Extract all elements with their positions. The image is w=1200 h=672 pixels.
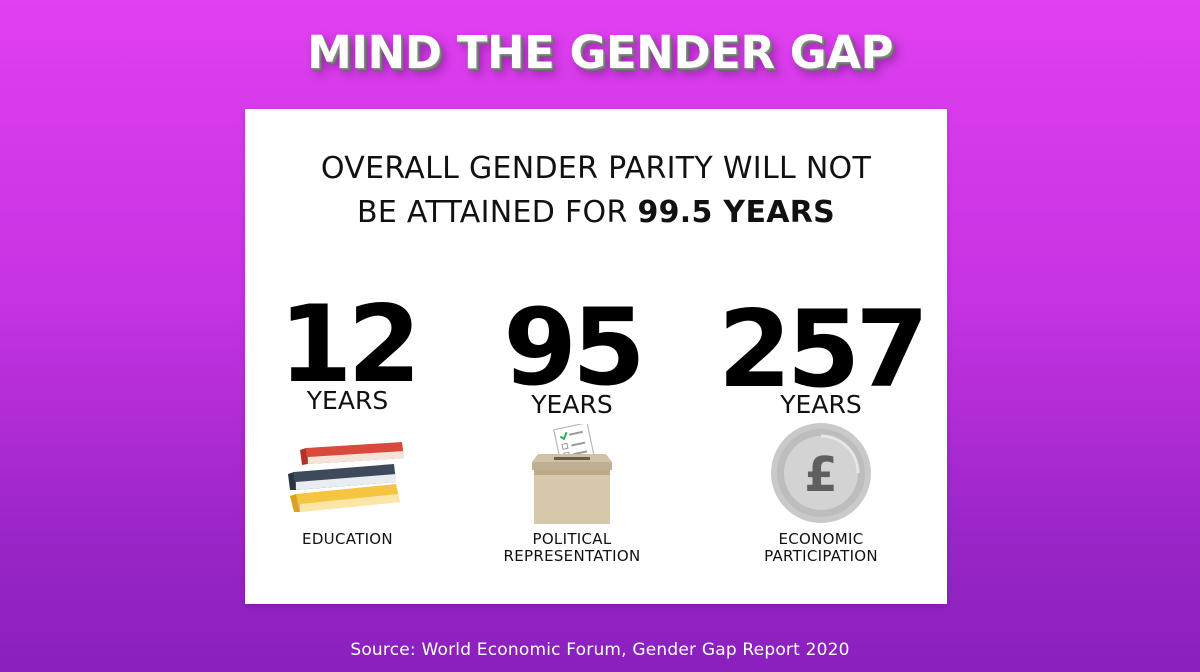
stat-education: 12 YEARS EDUCATION — [255, 289, 440, 549]
stat-label-line: REPRESENTATION — [503, 547, 641, 565]
headline-emphasis: 99.5 YEARS — [637, 195, 836, 230]
stat-political-representation: 95 YEARS — [477, 289, 667, 569]
stat-economic-participation: 257 YEARS £ ECONOMIC PARTICIPATION — [703, 289, 939, 569]
stat-unit: YEARS — [780, 390, 862, 419]
ballot-box-icon — [522, 422, 622, 528]
infographic-card: OVERALL GENDER PARITY WILL NOT BE ATTAIN… — [245, 109, 947, 604]
pound-symbol: £ — [804, 447, 837, 503]
stat-label-line: EDUCATION — [302, 530, 393, 548]
headline: OVERALL GENDER PARITY WILL NOT BE ATTAIN… — [245, 147, 947, 235]
stat-label-line: PARTICIPATION — [764, 547, 878, 565]
stat-value: 12 — [278, 283, 422, 406]
stat-unit: YEARS — [531, 390, 613, 419]
headline-prefix: BE ATTAINED FOR — [356, 195, 638, 230]
stat-unit: YEARS — [306, 386, 389, 415]
headline-line-1: OVERALL GENDER PARITY WILL NOT — [320, 151, 872, 186]
books-icon — [278, 424, 418, 520]
source-citation: Source: World Economic Forum, Gender Gap… — [350, 640, 850, 660]
stat-value: 257 — [717, 288, 929, 411]
page-title: MIND THE GENDER GAP — [307, 26, 893, 79]
stat-label: EDUCATION — [255, 531, 440, 548]
headline-line-2: BE ATTAINED FOR 99.5 YEARS — [245, 191, 947, 235]
stat-value: 95 — [503, 286, 646, 409]
stat-label-line: ECONOMIC — [778, 530, 864, 548]
pound-coin-icon: £ — [769, 421, 873, 525]
stat-label: ECONOMIC PARTICIPATION — [703, 531, 939, 565]
stat-label-line: POLITICAL — [532, 530, 612, 548]
stat-label: POLITICAL REPRESENTATION — [477, 531, 667, 565]
